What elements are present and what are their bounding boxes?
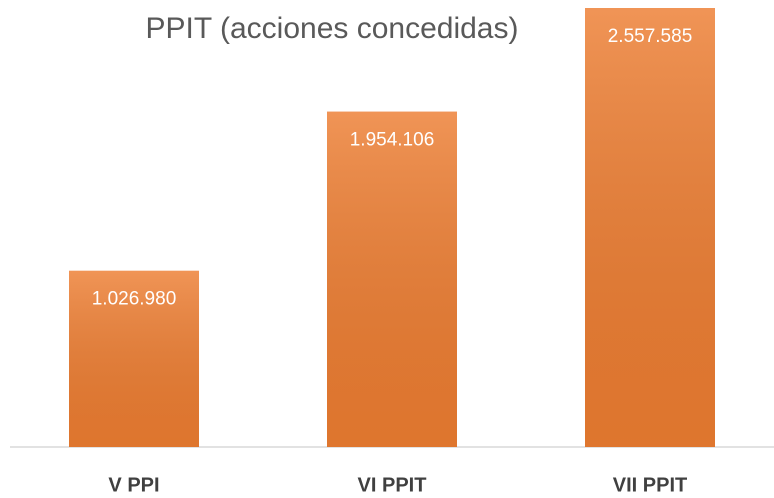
bar — [585, 8, 715, 447]
x-tick-label: VII PPIT — [613, 474, 687, 496]
data-label: 1.954.106 — [350, 130, 435, 151]
bar — [327, 111, 457, 448]
x-tick-label: V PPI — [108, 474, 159, 496]
chart-title: PPIT (acciones concedidas) — [146, 12, 519, 45]
data-label: 2.557.585 — [608, 26, 693, 47]
x-tick-label: VI PPIT — [358, 474, 427, 496]
data-label: 1.026.980 — [92, 289, 177, 310]
